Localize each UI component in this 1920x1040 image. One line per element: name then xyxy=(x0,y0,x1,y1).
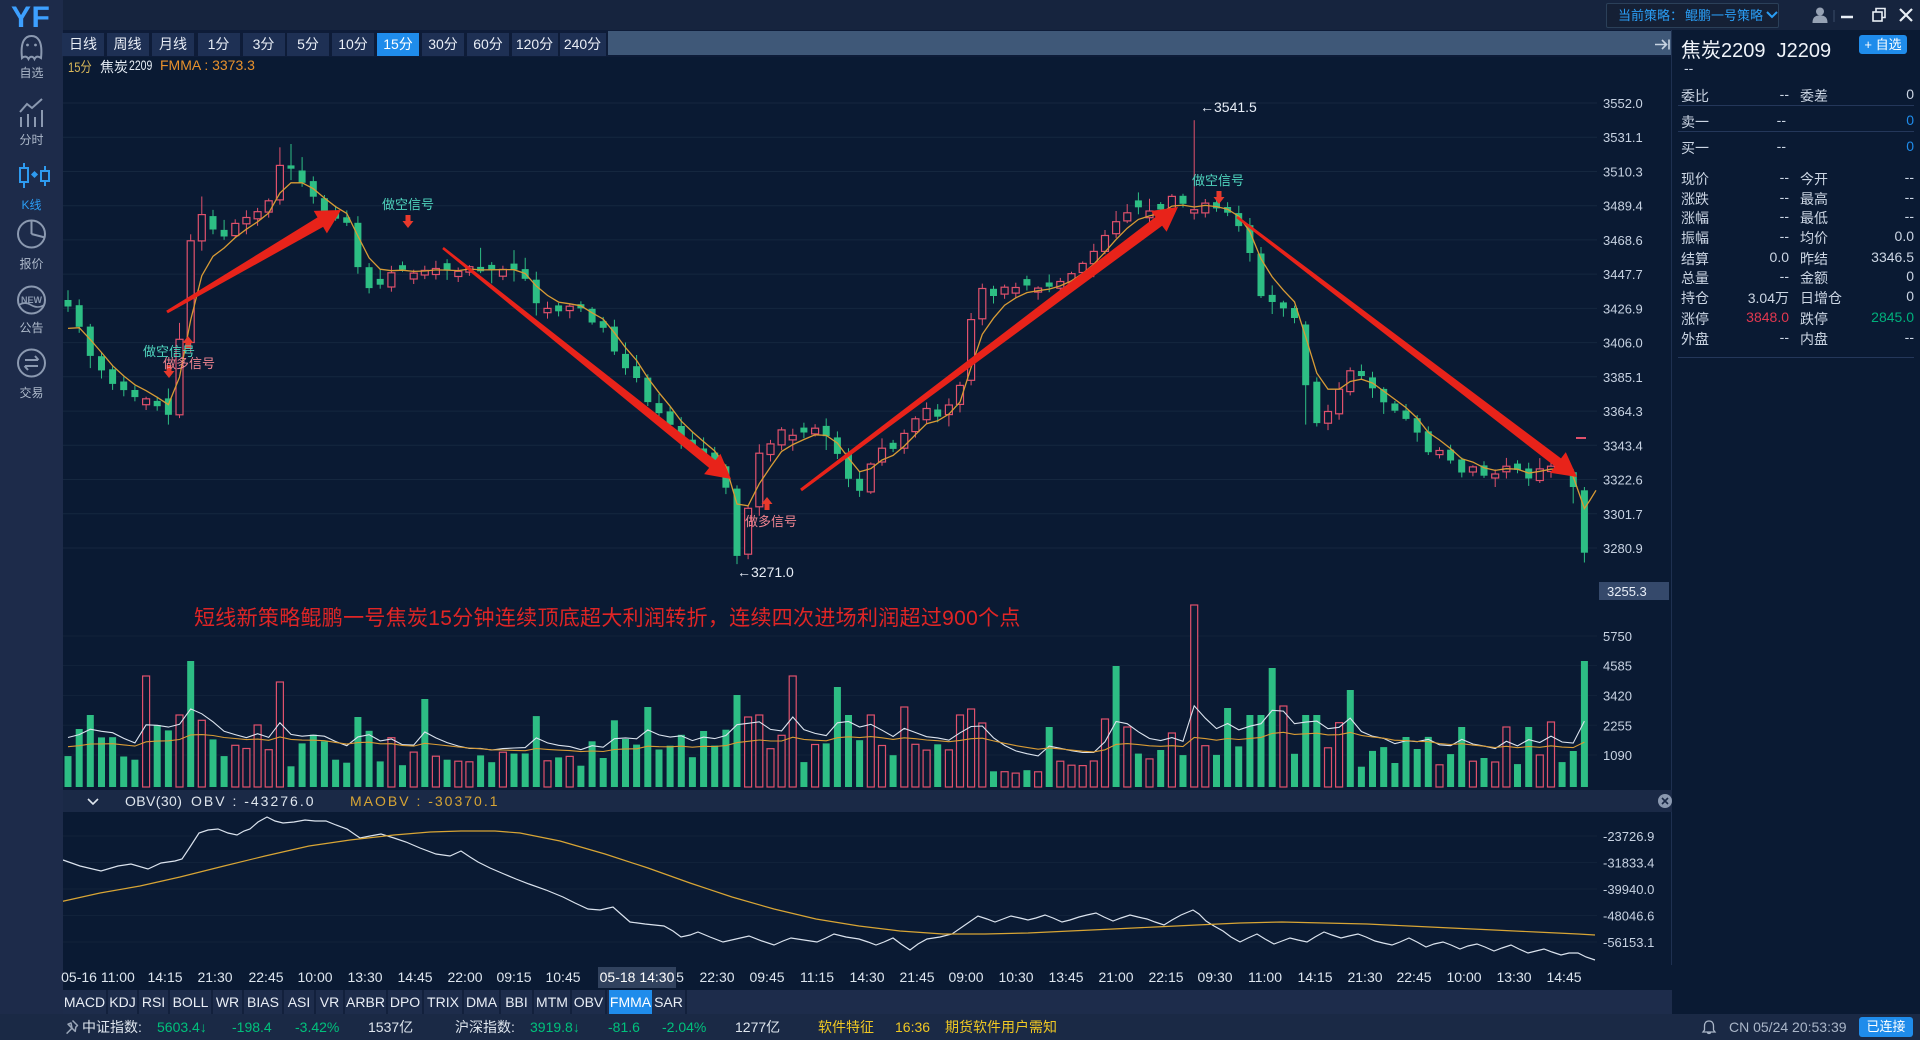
svg-text:-31833.4: -31833.4 xyxy=(1603,856,1654,871)
svg-text:3322.6: 3322.6 xyxy=(1603,473,1643,488)
svg-text:做空信号: 做空信号 xyxy=(1192,173,1244,188)
svg-text:-23726.9: -23726.9 xyxy=(1603,829,1654,844)
svg-text:3426.9: 3426.9 xyxy=(1603,301,1643,316)
svg-text:4585: 4585 xyxy=(1603,659,1632,674)
svg-text:3364.3: 3364.3 xyxy=(1603,404,1643,419)
svg-text:←3271.0: ←3271.0 xyxy=(737,564,794,580)
svg-text:5750: 5750 xyxy=(1603,629,1632,644)
svg-text:做多信号: 做多信号 xyxy=(163,356,215,371)
svg-text:-48046.6: -48046.6 xyxy=(1603,909,1654,924)
svg-text:NEW: NEW xyxy=(21,295,43,305)
svg-text:3420: 3420 xyxy=(1603,689,1632,704)
svg-text:做空信号: 做空信号 xyxy=(382,197,434,212)
svg-text:3552.0: 3552.0 xyxy=(1603,96,1643,111)
svg-text:1090: 1090 xyxy=(1603,748,1632,763)
svg-text:3510.3: 3510.3 xyxy=(1603,165,1643,180)
svg-text:短线新策略鲲鹏一号焦炭15分钟连续顶底超大利润转折，连续四次: 短线新策略鲲鹏一号焦炭15分钟连续顶底超大利润转折，连续四次进场利润超过900个… xyxy=(194,607,1021,630)
svg-text:3489.4: 3489.4 xyxy=(1603,199,1643,214)
svg-text:3301.7: 3301.7 xyxy=(1603,507,1643,522)
svg-text:3343.4: 3343.4 xyxy=(1603,438,1643,453)
svg-text:3385.1: 3385.1 xyxy=(1603,370,1643,385)
svg-text:做多信号: 做多信号 xyxy=(745,514,797,529)
svg-text:做空信号: 做空信号 xyxy=(143,344,195,359)
svg-text:3531.1: 3531.1 xyxy=(1603,130,1643,145)
svg-text:3406.0: 3406.0 xyxy=(1603,336,1643,351)
svg-text:-39940.0: -39940.0 xyxy=(1603,882,1654,897)
svg-text:2255: 2255 xyxy=(1603,718,1632,733)
svg-text:←3541.5: ←3541.5 xyxy=(1200,99,1257,115)
svg-text:3280.9: 3280.9 xyxy=(1603,541,1643,556)
svg-text:-56153.1: -56153.1 xyxy=(1603,935,1654,950)
svg-text:3255.3: 3255.3 xyxy=(1607,584,1647,599)
svg-text:3468.6: 3468.6 xyxy=(1603,233,1643,248)
svg-text:3447.7: 3447.7 xyxy=(1603,267,1643,282)
